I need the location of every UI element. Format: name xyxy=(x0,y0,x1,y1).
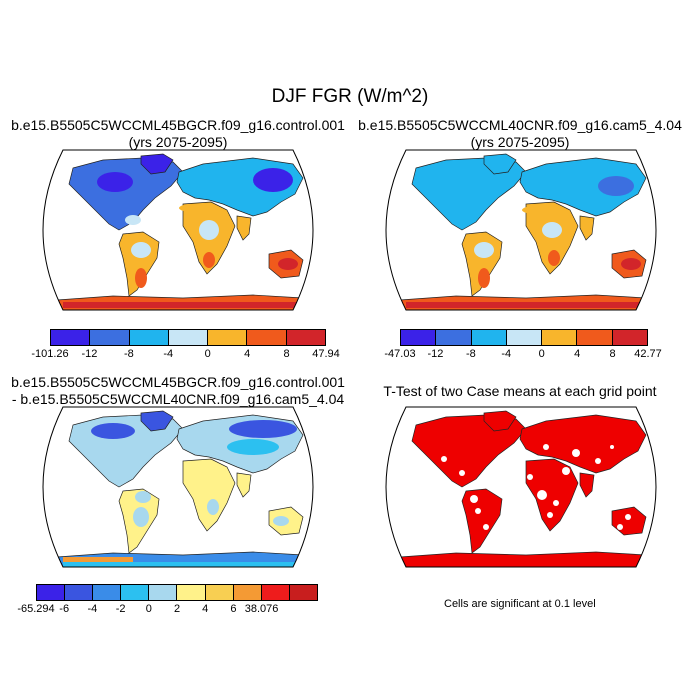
colorbar-swatch xyxy=(177,585,206,600)
colorbar-swatch xyxy=(208,330,248,345)
panel-3-colorbar xyxy=(36,584,318,601)
colorbar-swatch xyxy=(51,330,91,345)
colorbar-swatch xyxy=(612,330,647,345)
panel-3-title-line1: b.e15.B5505C5WCCML45BGCR.f09_g16.control… xyxy=(11,374,345,390)
colorbar-swatch xyxy=(93,585,122,600)
colorbar-swatch xyxy=(577,330,613,345)
colorbar-swatch xyxy=(247,330,287,345)
colorbar-swatch xyxy=(90,330,130,345)
colorbar-tick-label: -12 xyxy=(81,348,98,360)
colorbar-swatch xyxy=(542,330,578,345)
panel-3-title: b.e15.B5505C5WCCML45BGCR.f09_g16.control… xyxy=(8,374,348,408)
colorbar-tick-label: -101.26 xyxy=(31,348,69,360)
colorbar-tick-label: 0 xyxy=(204,348,211,360)
panel-4-title-line1: T-Test of two Case means at each grid po… xyxy=(383,383,657,399)
colorbar-tick-label: 0 xyxy=(145,603,152,615)
panel-2-map xyxy=(385,149,657,311)
significance-note: Cells are significant at 0.1 level xyxy=(444,598,596,610)
panel-2-title-line2: (yrs 2075-2095) xyxy=(470,134,570,150)
panel-1-map xyxy=(42,149,314,311)
colorbar-tick-label: 4 xyxy=(202,603,209,615)
colorbar-tick-label: -8 xyxy=(123,348,134,360)
colorbar-swatch xyxy=(205,585,234,600)
panel-1-title: b.e15.B5505C5WCCML45BGCR.f09_g16.control… xyxy=(8,117,348,151)
colorbar-tick-label: 38.076 xyxy=(244,603,279,615)
main-title: DJF FGR (W/m^2) xyxy=(271,86,429,107)
colorbar-swatch xyxy=(401,330,437,345)
colorbar-tick-label: 6 xyxy=(230,603,237,615)
panel-1-colorbar xyxy=(50,329,326,346)
panel-4-map xyxy=(385,406,657,568)
panel-1-title-line2: (yrs 2075-2095) xyxy=(128,134,228,150)
panel-3-anomalies xyxy=(63,420,303,567)
panel-2-anomalies xyxy=(406,176,646,308)
colorbar-tick-label: -4 xyxy=(87,603,98,615)
colorbar-swatch xyxy=(168,330,209,345)
colorbar-tick-label: -2 xyxy=(115,603,126,615)
colorbar-tick-label: -6 xyxy=(59,603,70,615)
colorbar-tick-label: 8 xyxy=(283,348,290,360)
colorbar-swatch xyxy=(121,585,150,600)
colorbar-swatch xyxy=(149,585,178,600)
colorbar-tick-label: -4 xyxy=(501,348,512,360)
colorbar-tick-label: 4 xyxy=(574,348,581,360)
colorbar-swatch xyxy=(129,330,169,345)
colorbar-tick-label: -12 xyxy=(427,348,444,360)
panel-4-nonsignificant-cells xyxy=(441,444,631,530)
colorbar-swatch xyxy=(261,585,290,600)
colorbar-tick-label: -65.294 xyxy=(17,603,55,615)
panel-4-title: T-Test of two Case means at each grid po… xyxy=(350,383,690,400)
colorbar-tick-label: -4 xyxy=(163,348,174,360)
colorbar-tick-label: -47.03 xyxy=(384,348,416,360)
colorbar-tick-label: 42.77 xyxy=(634,348,662,360)
colorbar-swatch xyxy=(289,585,317,600)
panel-1-anomalies xyxy=(63,168,303,308)
colorbar-tick-label: 2 xyxy=(173,603,181,615)
colorbar-tick-label: 0 xyxy=(538,348,545,360)
colorbar-tick-label: -8 xyxy=(465,348,476,360)
panel-1-title-line1: b.e15.B5505C5WCCML45BGCR.f09_g16.control… xyxy=(11,117,345,133)
colorbar-tick-label: 47.94 xyxy=(312,348,340,360)
colorbar-swatch xyxy=(436,330,472,345)
colorbar-swatch xyxy=(286,330,325,345)
colorbar-swatch xyxy=(37,585,66,600)
colorbar-swatch xyxy=(471,330,507,345)
panel-2-title-line1: b.e15.B5505C5WCCML40CNR.f09_g16.cam5_4.0… xyxy=(358,117,682,133)
panel-2-colorbar xyxy=(400,329,648,346)
panel-2-title: b.e15.B5505C5WCCML40CNR.f09_g16.cam5_4.0… xyxy=(350,117,690,151)
panel-3-title-line2: - b.e15.B5505C5WCCML40CNR.f09_g16.cam5_4… xyxy=(11,391,345,407)
colorbar-swatch xyxy=(506,330,543,345)
panel-3-map xyxy=(42,406,314,568)
colorbar-swatch xyxy=(65,585,94,600)
colorbar-tick-label: 4 xyxy=(244,348,251,360)
colorbar-tick-label: 8 xyxy=(609,348,616,360)
colorbar-swatch xyxy=(233,585,262,600)
